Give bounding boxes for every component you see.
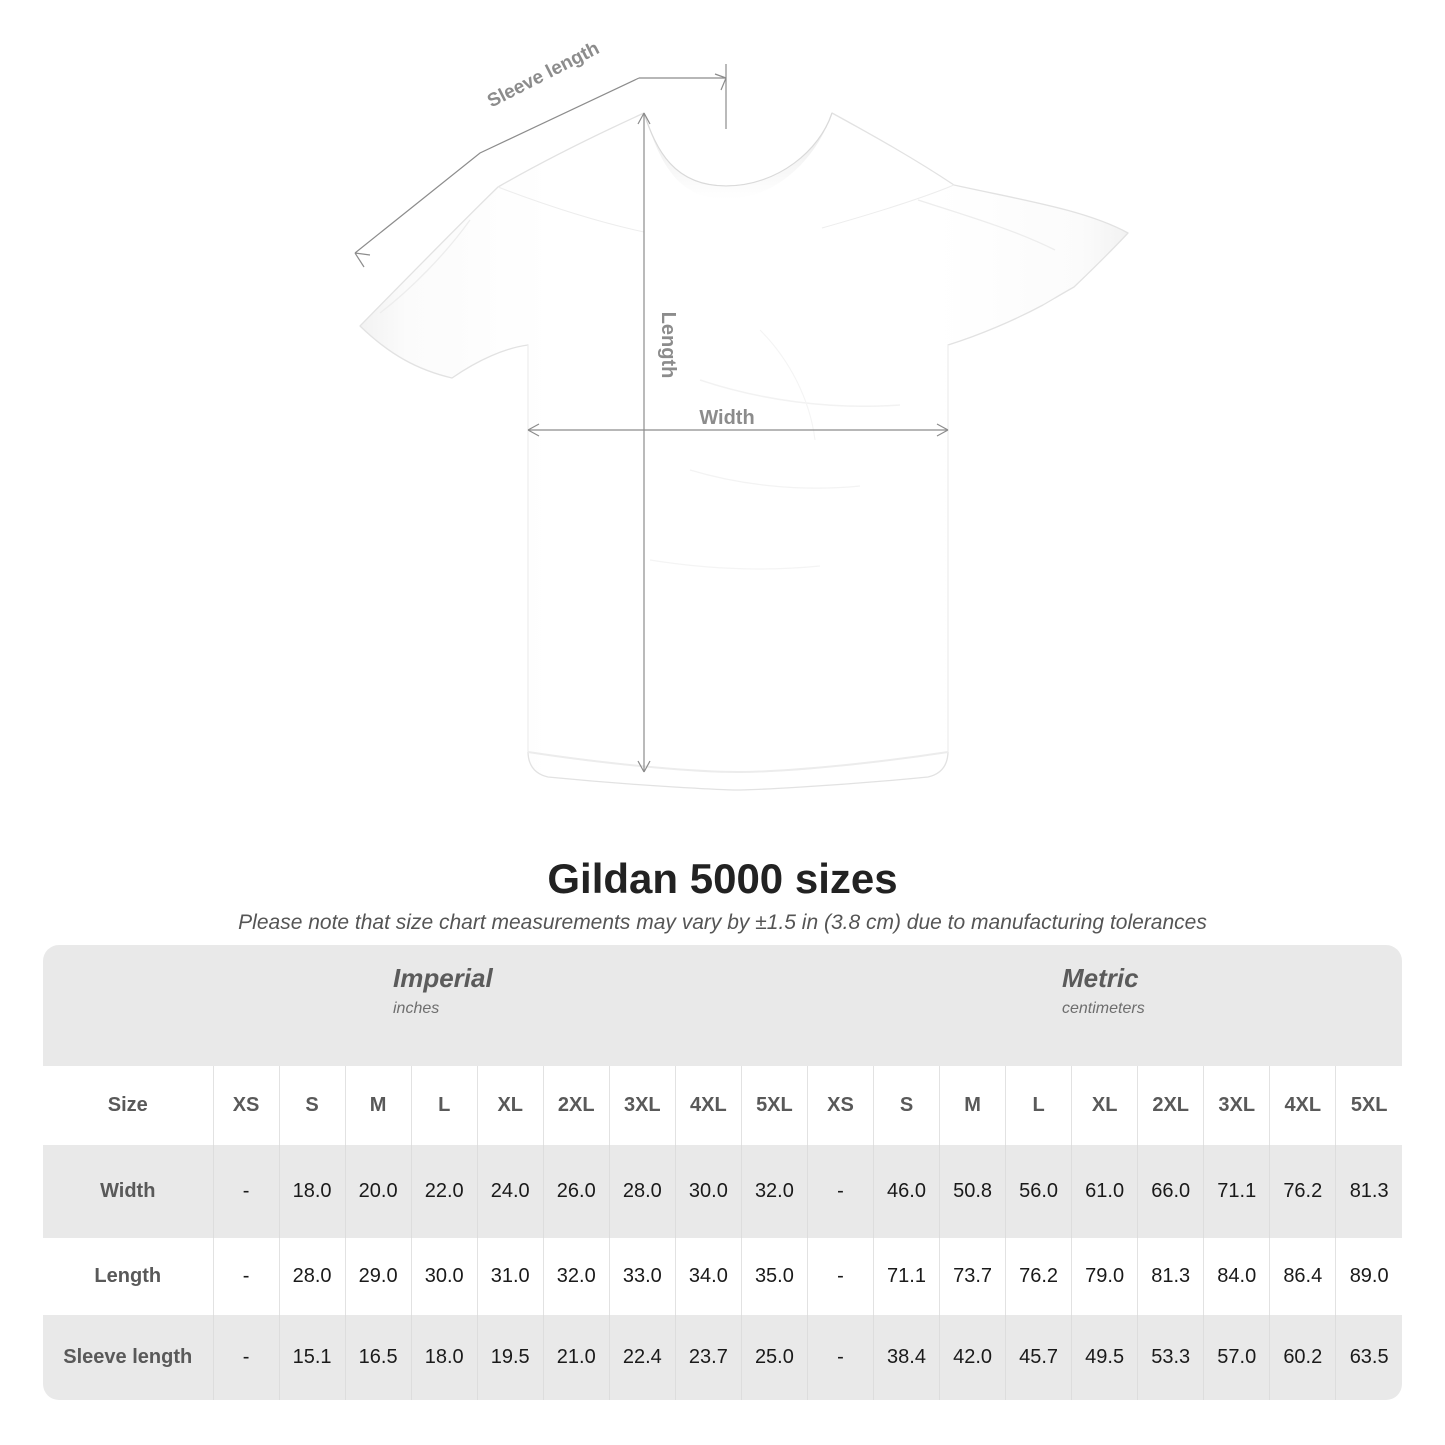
svg-text:Sleeve length: Sleeve length bbox=[484, 38, 603, 112]
svg-text:Length: Length bbox=[657, 312, 679, 379]
svg-text:Width: Width bbox=[699, 407, 754, 429]
